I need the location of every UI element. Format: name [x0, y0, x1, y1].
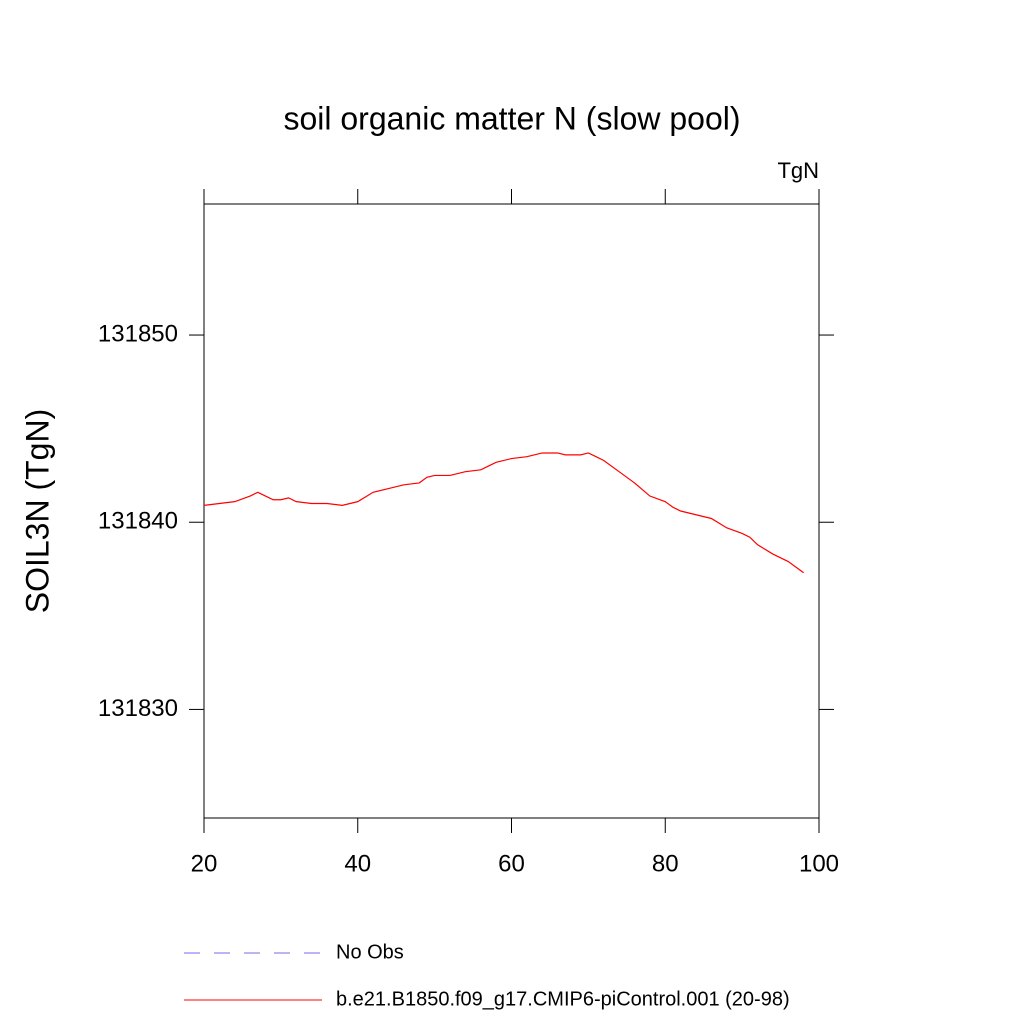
- y-tick-label: 131830: [98, 695, 178, 722]
- y-axis-label: SOIL3N (TgN): [19, 409, 55, 613]
- x-tick-label: 60: [498, 850, 525, 877]
- x-tick-label: 80: [652, 850, 679, 877]
- chart-title: soil organic matter N (slow pool): [283, 100, 740, 136]
- legend-label: b.e21.B1850.f09_g17.CMIP6-piControl.001 …: [336, 988, 790, 1010]
- x-tick-label: 40: [344, 850, 371, 877]
- x-tick-label: 20: [191, 850, 218, 877]
- y-tick-label: 131840: [98, 508, 178, 535]
- legend-label: No Obs: [336, 941, 404, 963]
- plot-frame: [203, 203, 820, 819]
- x-tick-label: 100: [799, 850, 839, 877]
- y-tick-label: 131850: [98, 320, 178, 347]
- units-label: TgN: [777, 158, 819, 183]
- data-line: [203, 452, 804, 574]
